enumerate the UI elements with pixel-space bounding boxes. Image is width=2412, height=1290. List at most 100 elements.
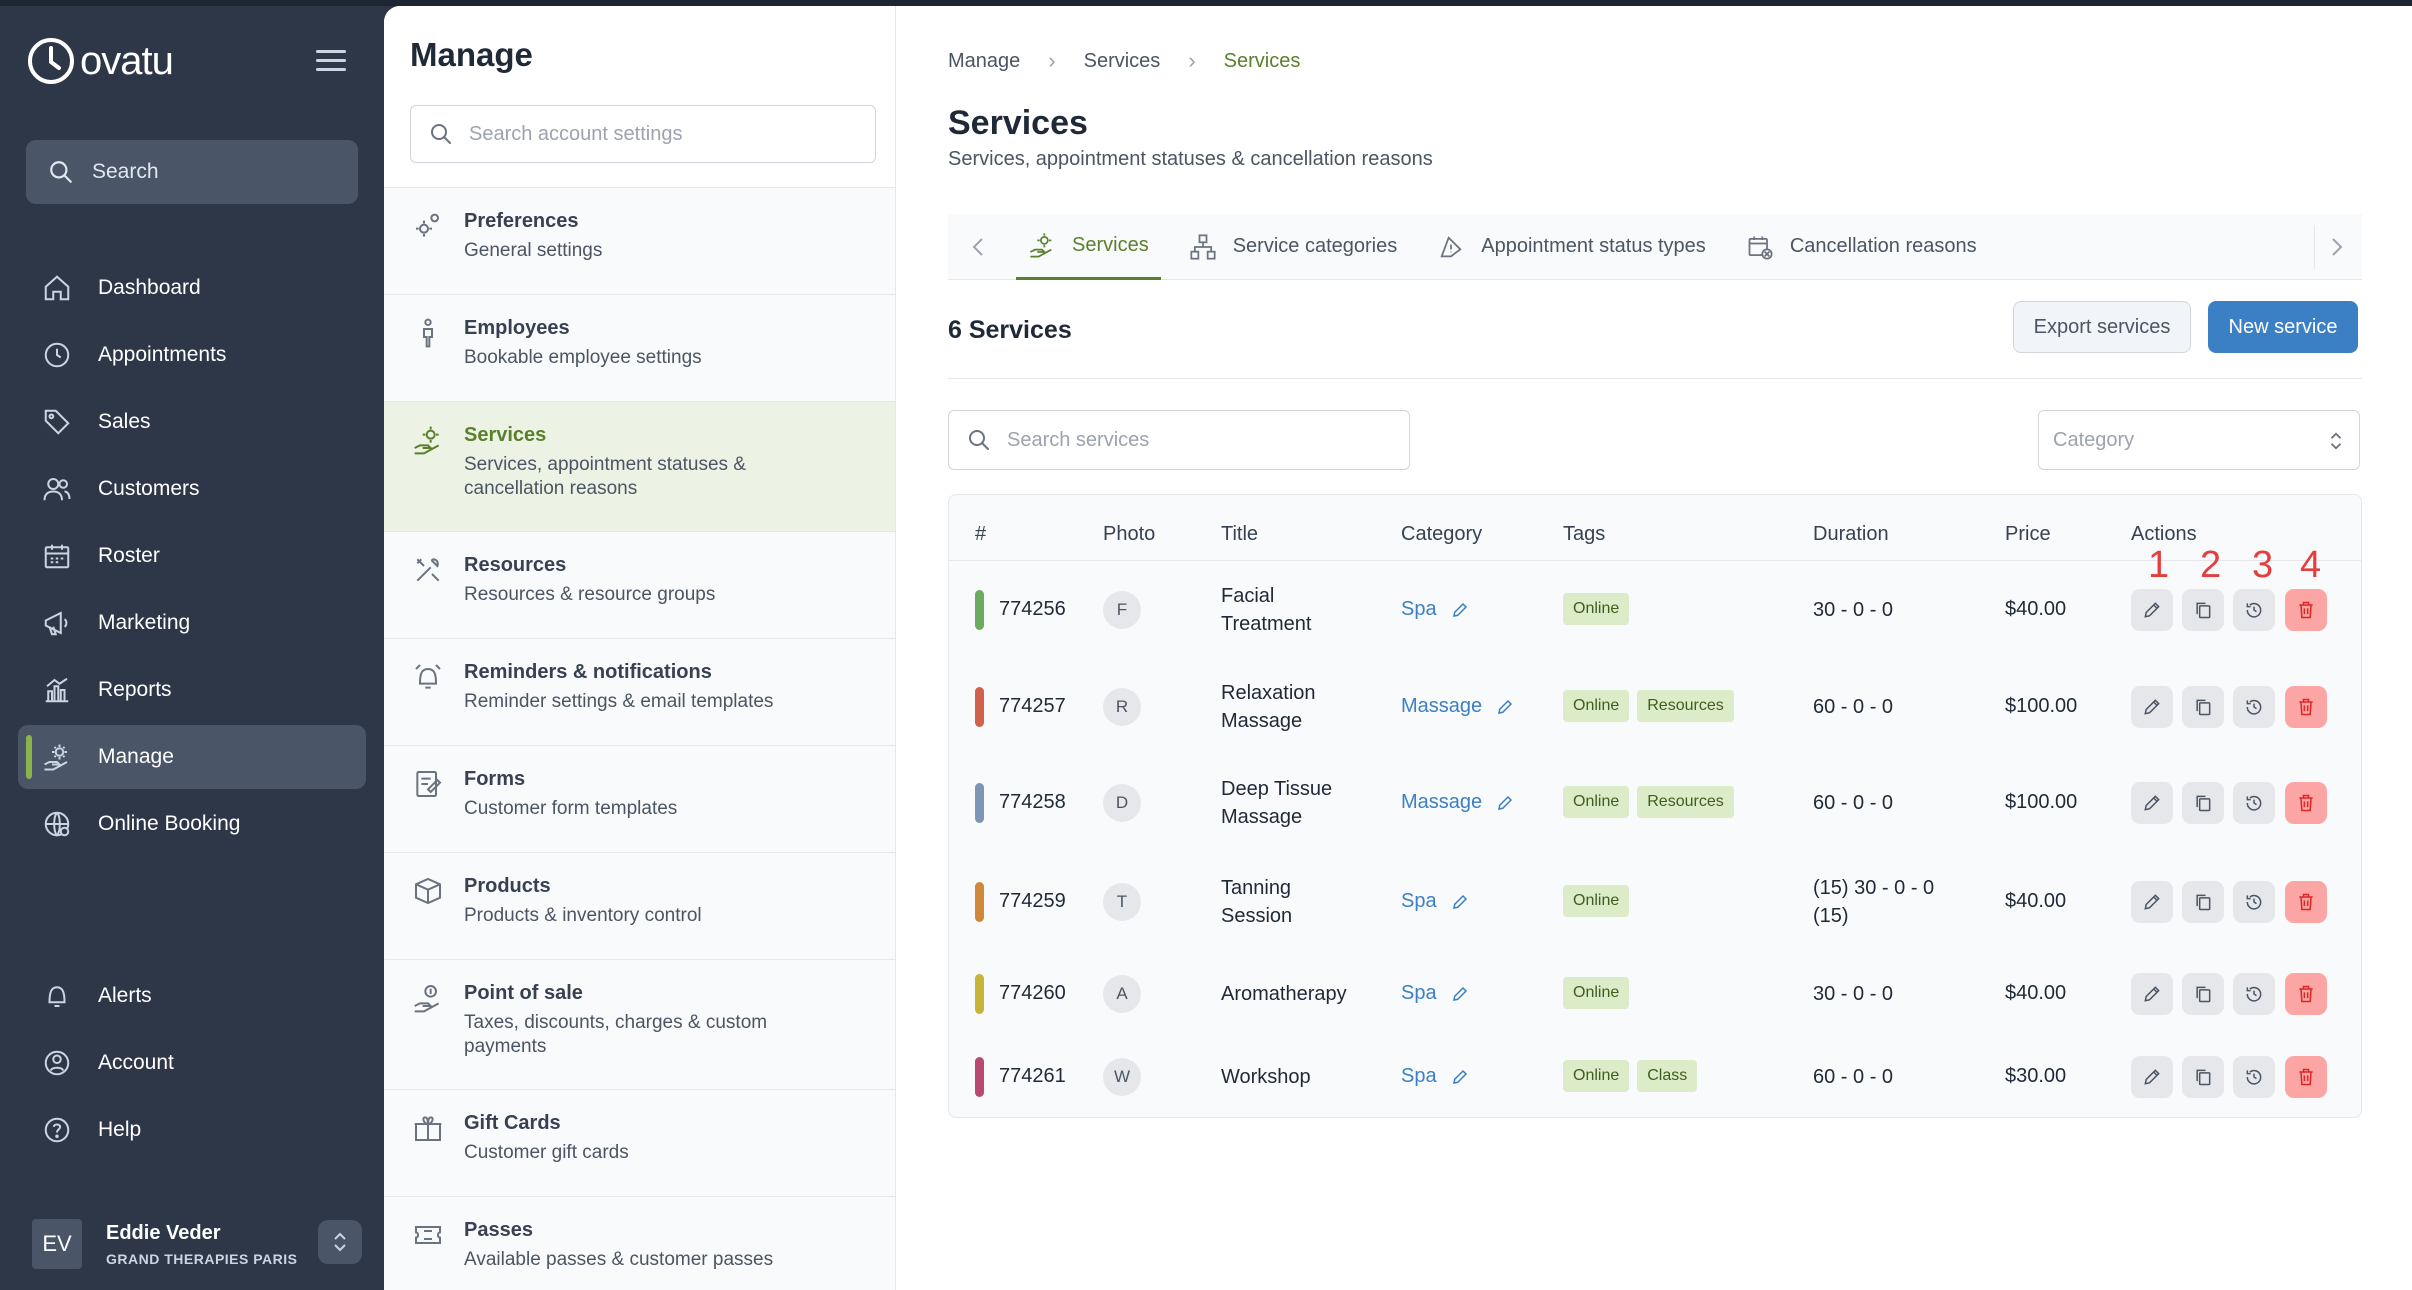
edit-button[interactable] (2131, 973, 2173, 1015)
edit-category-icon[interactable] (1451, 1068, 1469, 1086)
delete-button[interactable] (2285, 782, 2327, 824)
service-photo: D (1103, 784, 1141, 822)
copy-icon (2196, 602, 2211, 619)
duplicate-button[interactable] (2182, 881, 2224, 923)
service-title-line: Massage (1221, 806, 1303, 828)
duplicate-button[interactable] (2182, 973, 2224, 1015)
table-row[interactable]: 774257 R Relaxation Massage Massage Online Res… (949, 659, 2361, 755)
edit-button[interactable] (2131, 589, 2173, 631)
table-row[interactable]: 774260 A Aromatherapy Spa Online 30 - 0 - 0 $4… (949, 953, 2361, 1035)
tab-cancellation-reasons[interactable]: Cancellation reasons (1734, 214, 1989, 280)
delete-button[interactable] (2285, 589, 2327, 631)
sidebar-item-reports[interactable]: Reports (18, 658, 366, 722)
edit-category-icon[interactable] (1496, 698, 1514, 716)
history-button[interactable] (2233, 1056, 2275, 1098)
settings-item-preferences[interactable]: Preferences General settings (384, 188, 895, 295)
service-title[interactable]: Aromatherapy (1221, 980, 1347, 1008)
sidebar-item-marketing[interactable]: Marketing (18, 591, 366, 655)
edit-button[interactable] (2131, 686, 2173, 728)
duplicate-button[interactable] (2182, 589, 2224, 631)
settings-item-services[interactable]: Services Services, appointment statuses … (384, 402, 895, 532)
edit-button[interactable] (2131, 881, 2173, 923)
settings-item-reminders[interactable]: Reminders & notifications Reminder setti… (384, 639, 895, 746)
service-title[interactable]: Deep Tissue Massage (1221, 775, 1332, 831)
edit-category-icon[interactable] (1451, 893, 1469, 911)
avatar[interactable]: EV (32, 1219, 82, 1269)
sidebar-item-roster[interactable]: Roster (18, 524, 366, 588)
sidebar-item-dashboard[interactable]: Dashboard (18, 256, 366, 320)
edit-category-icon[interactable] (1451, 985, 1469, 1003)
table-row[interactable]: 774261 W Workshop Spa Online Class 60 - 0 - 0 $… (949, 1035, 2361, 1117)
edit-category-icon[interactable] (1496, 794, 1514, 812)
table-row[interactable]: 774259 T Tanning Session Spa Online (15) 30 - … (949, 851, 2361, 953)
settings-item-resources[interactable]: Resources Resources & resource groups (384, 532, 895, 639)
delete-button[interactable] (2285, 973, 2327, 1015)
tab-scroll-right-button[interactable] (2314, 225, 2358, 269)
settings-item-passes[interactable]: Passes Available passes & customer passe… (384, 1197, 895, 1290)
service-duration: (15) 30 - 0 - 0 (15) (1813, 874, 1934, 930)
service-title[interactable]: Tanning Session (1221, 874, 1292, 930)
settings-search-input[interactable]: Search account settings (410, 105, 876, 163)
sidebar-item-manage[interactable]: Manage (18, 725, 366, 789)
settings-item-title: Products (464, 875, 551, 897)
user-switch-button[interactable] (318, 1220, 362, 1264)
settings-item-gift-cards[interactable]: Gift Cards Customer gift cards (384, 1090, 895, 1197)
history-button[interactable] (2233, 686, 2275, 728)
tab-scroll-left-button[interactable] (956, 225, 1000, 269)
duplicate-button[interactable] (2182, 782, 2224, 824)
history-button[interactable] (2233, 973, 2275, 1015)
duplicate-button[interactable] (2182, 686, 2224, 728)
service-title[interactable]: Workshop (1221, 1063, 1311, 1091)
new-service-button[interactable]: New service (2208, 301, 2358, 353)
tab-services[interactable]: Services (1016, 214, 1161, 280)
delete-button[interactable] (2285, 686, 2327, 728)
sidebar-item-account[interactable]: Account (18, 1031, 366, 1095)
breadcrumb-item-manage[interactable]: Manage (948, 49, 1021, 72)
pencil-icon (2144, 986, 2160, 1002)
service-title[interactable]: Relaxation Massage (1221, 679, 1316, 735)
service-category-link[interactable]: Massage (1401, 695, 1514, 718)
settings-item-products[interactable]: Products Products & inventory control (384, 853, 895, 960)
service-category-link[interactable]: Massage (1401, 791, 1514, 814)
service-category-link[interactable]: Spa (1401, 982, 1469, 1005)
sidebar-item-help[interactable]: Help (18, 1098, 366, 1162)
sidebar-search[interactable]: Search (26, 140, 358, 204)
sidebar-item-customers[interactable]: Customers (18, 457, 366, 521)
history-button[interactable] (2233, 881, 2275, 923)
sidebar-item-alerts[interactable]: Alerts (18, 964, 366, 1028)
sidebar-item-online-booking[interactable]: Online Booking (18, 792, 366, 856)
settings-item-point-of-sale[interactable]: Point of sale Taxes, discounts, charges … (384, 960, 895, 1090)
tab-service-categories[interactable]: Service categories (1177, 214, 1410, 280)
service-category-link[interactable]: Spa (1401, 598, 1469, 621)
sidebar-item-sales[interactable]: Sales (18, 390, 366, 454)
tab-appointment-status-types[interactable]: Appointment status types (1425, 214, 1718, 280)
export-services-button[interactable]: Export services (2013, 301, 2191, 353)
delete-button[interactable] (2285, 881, 2327, 923)
menu-toggle-icon[interactable] (316, 50, 346, 72)
edit-button[interactable] (2131, 782, 2173, 824)
duplicate-button[interactable] (2182, 1056, 2224, 1098)
table-row[interactable]: 774256 F Facial Treatment Spa Online 30 - 0 - … (949, 561, 2361, 659)
service-title[interactable]: Facial Treatment (1221, 582, 1311, 638)
category-select[interactable]: Category (2038, 410, 2360, 470)
history-icon (2246, 699, 2262, 715)
tag-badge: Online (1563, 690, 1630, 722)
breadcrumb-item-services[interactable]: Services (1083, 49, 1161, 72)
service-category-link[interactable]: Spa (1401, 890, 1469, 913)
brand-logo[interactable]: ovatu (26, 36, 174, 86)
edit-button[interactable] (2131, 1056, 2173, 1098)
sidebar-item-appointments[interactable]: Appointments (18, 323, 366, 387)
hierarchy-icon (1190, 233, 1216, 260)
delete-button[interactable] (2285, 1056, 2327, 1098)
history-button[interactable] (2233, 589, 2275, 631)
history-button[interactable] (2233, 782, 2275, 824)
table-row[interactable]: 774258 D Deep Tissue Massage Massage Online Re… (949, 755, 2361, 851)
service-category-link[interactable]: Spa (1401, 1065, 1469, 1088)
service-price: $40.00 (2005, 890, 2067, 912)
settings-item-employees[interactable]: Employees Bookable employee settings (384, 295, 895, 402)
edit-category-icon[interactable] (1451, 601, 1469, 619)
gift-icon (414, 1116, 442, 1141)
sidebar-item-label: Dashboard (98, 276, 201, 299)
settings-item-forms[interactable]: Forms Customer form templates (384, 746, 895, 853)
services-search-input[interactable]: Search services (948, 410, 1410, 470)
